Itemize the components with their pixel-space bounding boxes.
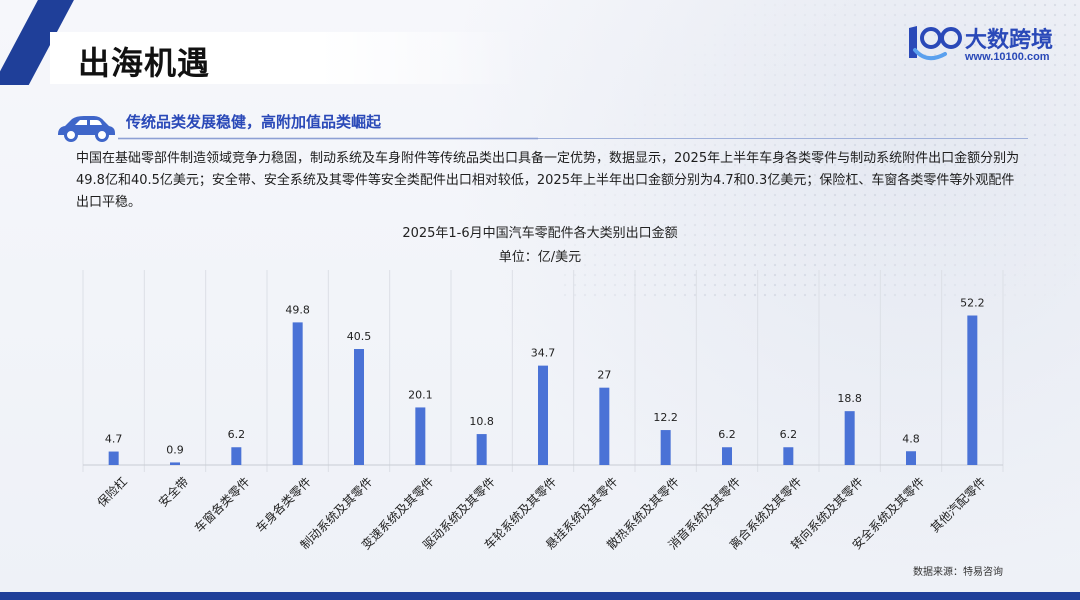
data-label-2: 0.9 (166, 443, 184, 456)
data-source: 数据来源：特易咨询 (913, 567, 1003, 578)
car-icon (58, 116, 115, 142)
data-label-11: 6.2 (718, 428, 736, 441)
section-divider (118, 137, 1028, 140)
bar-9 (599, 387, 610, 465)
brand-url: www.10100.com (965, 51, 1050, 63)
data-label-1: 4.7 (105, 433, 123, 446)
data-label-12: 6.2 (780, 428, 798, 441)
bar-11 (722, 447, 732, 465)
chart-title: 2025年1-6月中国汽车零配件各大类别出口金额 (402, 226, 678, 241)
page-title: 出海机遇 (78, 44, 211, 82)
category-tick-label-15: 其他汽配零件 (927, 474, 989, 536)
bar-1 (108, 451, 119, 465)
brand-name: 大数跨境 (965, 28, 1054, 53)
dot-pattern-decoration (560, 0, 1080, 300)
chart-unit-label: 单位：亿/美元 (498, 250, 582, 265)
section-subtitle: 传统品类发展稳健，高附加值品类崛起 (126, 113, 382, 131)
bar-7 (476, 434, 487, 465)
data-label-6: 20.1 (408, 388, 433, 401)
data-label-3: 6.2 (228, 428, 246, 441)
brand-logo: 大数跨境 www.10100.com (905, 20, 1065, 68)
bar-5 (354, 349, 364, 465)
bar-3 (231, 447, 242, 465)
data-label-4: 49.8 (285, 303, 310, 316)
data-label-5: 40.5 (347, 330, 372, 343)
bar-14 (906, 451, 916, 465)
data-label-8: 34.7 (531, 347, 556, 360)
10100-logo-icon (909, 26, 962, 61)
data-label-9: 27 (597, 369, 611, 382)
data-label-7: 10.8 (469, 415, 494, 428)
bar-13 (844, 411, 855, 465)
body-paragraph: 中国在基础零部件制造领域竞争力稳固，制动系统及车身附件等传统品类出口具备一定优势… (76, 151, 1020, 210)
title-band-fade (320, 32, 520, 84)
data-label-13: 18.8 (837, 392, 862, 405)
bar-4 (292, 322, 303, 465)
data-label-14: 4.8 (902, 432, 920, 445)
bar-10 (660, 430, 671, 465)
category-tick-label-1: 保险杠 (94, 474, 130, 510)
data-label-10: 12.2 (653, 411, 678, 424)
bar-15 (967, 315, 978, 465)
category-tick-label-4: 车身各类零件 (252, 474, 314, 536)
bar-8 (538, 365, 548, 465)
data-label-15: 52.2 (960, 297, 985, 310)
category-tick-label-3: 车窗各类零件 (191, 474, 253, 536)
category-tick-label-2: 安全带 (155, 474, 191, 510)
title-band (50, 32, 320, 84)
bar-2 (170, 462, 180, 465)
bottom-accent-bar (0, 592, 1080, 600)
bar-6 (415, 407, 426, 465)
bar-12 (783, 447, 794, 465)
